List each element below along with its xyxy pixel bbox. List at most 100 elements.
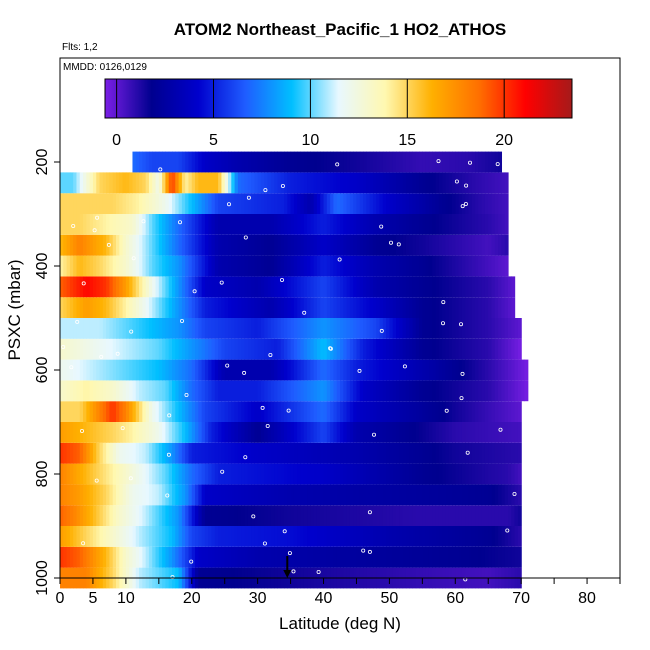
heatmap-cell <box>132 463 137 485</box>
heatmap-cell <box>201 463 206 485</box>
heatmap-cell <box>458 505 463 526</box>
heatmap-cell <box>488 276 493 298</box>
heatmap-cell <box>201 401 206 422</box>
heatmap-cell <box>465 463 470 485</box>
heatmap-cell <box>396 505 400 526</box>
heatmap-cell <box>142 526 147 547</box>
heatmap-cell <box>293 422 298 443</box>
heatmap-cell <box>310 338 315 360</box>
heatmap-cell <box>461 526 466 547</box>
heatmap-cell <box>106 214 111 235</box>
heatmap-cell <box>376 422 381 443</box>
heatmap-cell <box>458 422 463 443</box>
heatmap-cell <box>438 526 443 547</box>
heatmap-cell <box>247 172 252 194</box>
heatmap-cell <box>297 359 302 381</box>
heatmap-cell <box>389 151 394 173</box>
heatmap-cell <box>60 526 64 547</box>
heatmap-cell <box>405 214 410 235</box>
heatmap-cell <box>60 463 64 485</box>
heatmap-cell <box>148 505 153 526</box>
heatmap-cell <box>270 338 275 360</box>
heatmap-cell <box>303 297 308 318</box>
heatmap-cell <box>119 172 124 194</box>
heatmap-cell <box>340 484 344 506</box>
observation-point <box>165 493 170 498</box>
heatmap-cell <box>320 546 325 568</box>
heatmap-cell <box>112 546 117 568</box>
heatmap-cell <box>514 380 519 402</box>
heatmap-cell <box>326 422 331 443</box>
heatmap-cell <box>313 297 318 318</box>
heatmap-cell <box>119 318 124 339</box>
heatmap-cell <box>310 422 315 443</box>
heatmap-cell <box>359 234 364 256</box>
heatmap-cell <box>313 151 318 173</box>
heatmap-cell <box>458 546 463 568</box>
heatmap-cell <box>349 318 354 339</box>
heatmap-cell <box>346 151 351 173</box>
heatmap-cell <box>254 484 259 506</box>
heatmap-cell <box>461 401 466 422</box>
heatmap-cell <box>508 463 512 485</box>
colorbar-tick-label: 15 <box>398 132 416 149</box>
heatmap-cell <box>307 546 311 568</box>
heatmap-cell <box>277 401 282 422</box>
heatmap-cell <box>254 422 259 443</box>
heatmap-cell <box>422 276 427 298</box>
heatmap-cell <box>438 338 443 360</box>
heatmap-cell <box>402 380 407 402</box>
observation-point <box>495 162 500 167</box>
heatmap-cell <box>412 463 417 485</box>
heatmap-cell <box>195 151 199 173</box>
heatmap-cell <box>415 526 420 547</box>
heatmap-cell <box>438 193 443 214</box>
heatmap-cell <box>428 526 433 547</box>
heatmap-cell <box>409 193 414 214</box>
observation-point <box>265 423 270 428</box>
heatmap-cell <box>504 276 509 298</box>
heatmap-cell <box>244 380 249 402</box>
heatmap-cell <box>152 484 157 506</box>
heatmap-cell <box>508 484 512 506</box>
heatmap-cell <box>475 276 479 298</box>
heatmap-cell <box>208 422 213 443</box>
heatmap-cell <box>234 380 239 402</box>
heatmap-cell <box>481 422 486 443</box>
heatmap-cell <box>231 546 236 568</box>
heatmap-cell <box>396 484 400 506</box>
heatmap-cell <box>419 276 423 298</box>
heatmap-cell <box>310 172 315 194</box>
heatmap-cell <box>254 401 259 422</box>
observation-point <box>316 570 321 575</box>
heatmap-cell <box>208 505 213 526</box>
heatmap-cell <box>247 297 252 318</box>
heatmap-cell <box>389 359 394 381</box>
heatmap-cell <box>498 318 503 339</box>
heatmap-cell <box>372 193 377 214</box>
heatmap-cell <box>73 401 78 422</box>
heatmap-cell <box>458 463 463 485</box>
heatmap-cell <box>168 442 173 464</box>
heatmap-cell <box>455 546 460 568</box>
heatmap-cell <box>494 214 499 235</box>
heatmap-cell <box>310 214 315 235</box>
observation-point <box>226 202 231 207</box>
heatmap-cell <box>267 505 272 526</box>
heatmap-cell <box>465 214 470 235</box>
heatmap-cell <box>389 214 394 235</box>
heatmap-cell <box>422 359 427 381</box>
heatmap-cell <box>270 318 275 339</box>
heatmap-cell <box>280 401 285 422</box>
heatmap-cell <box>340 234 344 256</box>
observation-point <box>357 368 362 373</box>
heatmap-cell <box>221 172 226 194</box>
heatmap-cell <box>517 338 522 360</box>
heatmap-cell <box>517 380 522 402</box>
heatmap-cell <box>455 214 460 235</box>
heatmap-cell <box>244 318 249 339</box>
heatmap-cell <box>135 359 140 381</box>
heatmap-cell <box>366 505 371 526</box>
heatmap-cell <box>501 255 506 277</box>
heatmap-cell <box>231 359 236 381</box>
